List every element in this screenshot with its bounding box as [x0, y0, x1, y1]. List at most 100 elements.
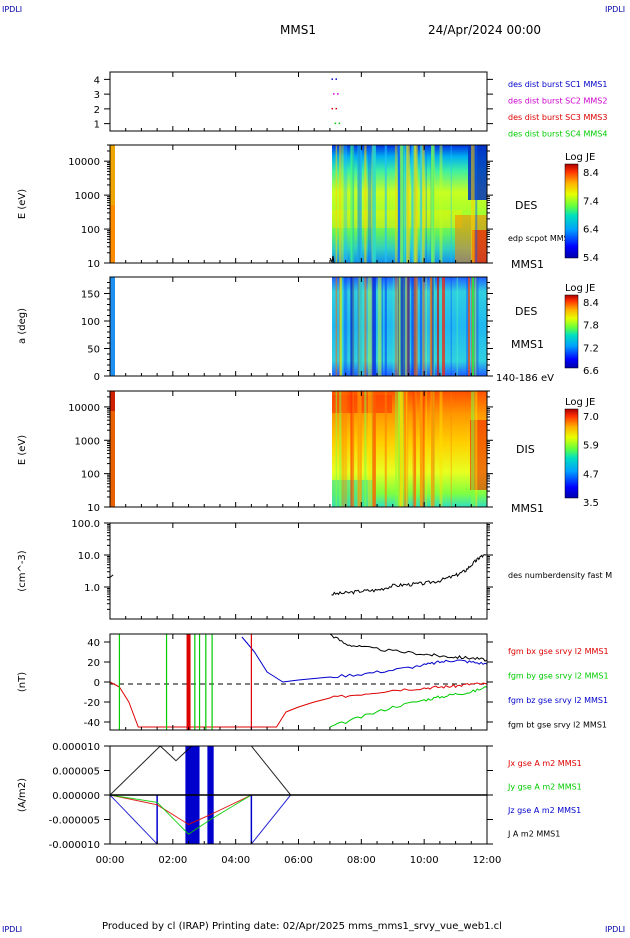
- burst-y-tick-label: 2: [94, 105, 100, 116]
- x-tick-label: 00:00: [96, 855, 125, 866]
- bfield-series-line: [241, 636, 487, 683]
- des-pitch-colorbar: Log JE 8.4 7.8 7.2 6.6: [564, 283, 599, 377]
- panel-des-energy: 10 100 1000 10000 E (eV) DES edp scpot MMS1…: [17, 144, 599, 271]
- colorbar-tick-label: 5.9: [583, 441, 599, 452]
- density-line-early: [110, 574, 114, 578]
- current-y-tick-label: -0.000010: [49, 840, 100, 851]
- des-energy-ylabel: E (eV): [17, 189, 28, 219]
- dis-energy-colorbar: Log JE 7.0 5.9 4.7 3.5: [564, 397, 599, 509]
- current-y-tick-label: 0.000000: [52, 791, 100, 802]
- bfield-legend: fgm bx gse srvy l2 MMS1 fgm by gse srvy l…: [508, 647, 609, 730]
- bfield-legend-item: fgm bt gse srvy l2 MMS1: [508, 721, 607, 730]
- current-y-tick-label: 0.000010: [52, 742, 100, 753]
- panel-des-pitch: 0 50 100 150 a (deg) DES MMS1 140-186 eV Lo…: [17, 276, 599, 384]
- footer-text: Produced by cl (IRAP) Printing date: 02/…: [102, 921, 502, 932]
- dis-energy-y-tick-label: 1000: [75, 436, 100, 447]
- current-series-line: [110, 794, 487, 825]
- x-tick-label: 04:00: [221, 855, 250, 866]
- bfield-legend-item: fgm by gse srvy l2 MMS1: [508, 672, 609, 681]
- header-spacecraft: MMS1: [280, 23, 316, 37]
- des-pitch-y-tick-label: 0: [94, 372, 100, 383]
- density-y-tick-label: 100.0: [71, 519, 100, 530]
- bfield-y-tick-label: 0: [94, 678, 100, 689]
- burst-legend-item: des dist burst SC3 MMS3: [508, 113, 607, 122]
- burst-mark: [335, 78, 337, 80]
- density-y-tick-label: 1.0: [84, 583, 100, 594]
- bfield-y-tick-label: 20: [87, 658, 100, 669]
- colorbar-tick-label: 3.5: [583, 498, 599, 509]
- des-pitch-cbar-title: Log JE: [565, 283, 595, 294]
- bfield-series-line: [329, 634, 487, 662]
- burst-y-tick-label: 1: [94, 120, 100, 131]
- colorbar-tick-label: 5.4: [583, 253, 599, 264]
- current-y-tick-label: -0.000005: [49, 816, 100, 827]
- des-pitch-range-label: 140-186 eV: [496, 373, 554, 384]
- dis-energy-y-tick-label: 10: [87, 503, 100, 514]
- des-energy-y-ticks: 10 100 1000 10000: [68, 144, 493, 270]
- burst-legend: des dist burst SC1 MMS1 des dist burst SC…: [508, 80, 607, 139]
- density-y-ticks: 1.0 10.0 100.0: [71, 519, 493, 610]
- burst-mark: [331, 78, 333, 80]
- density-legend: des numberdensity fast M: [508, 571, 612, 580]
- burst-legend-item: des dist burst SC2 MMS2: [508, 97, 607, 106]
- bfield-legend-item: fgm bx gse srvy l2 MMS1: [508, 647, 609, 656]
- dis-energy-label: DIS: [516, 443, 535, 456]
- x-axis: 00:00 02:00 04:00 06:00 08:00 10:00 12:00: [96, 72, 501, 866]
- burst-marks: [331, 78, 341, 125]
- des-pitch-y-tick-label: 150: [81, 290, 100, 301]
- x-tick-label: 10:00: [410, 855, 439, 866]
- current-y-ticks: 0.000010 0.000005 0.000000 -0.000005 -0.0000…: [49, 742, 493, 851]
- des-energy-label: DES: [515, 199, 537, 212]
- current-series-line: [110, 794, 487, 835]
- burst-y-tick-label: 3: [94, 90, 100, 101]
- des-pitch-label: DES: [515, 305, 537, 318]
- panel-dis-energy: 10 100 1000 10000 E (eV) DIS MMS1 Log JE 7.…: [17, 390, 599, 515]
- current-y-tick-label: 0.000005: [52, 767, 100, 778]
- des-energy-y-tick-label: 1000: [75, 191, 100, 202]
- bfield-series-line: [110, 681, 487, 728]
- colorbar-tick-label: 4.7: [583, 469, 599, 480]
- des-pitch-ylabel: a (deg): [17, 308, 28, 344]
- dis-energy-y-tick-label: 10000: [68, 403, 100, 414]
- des-energy-y-tick-label: 10000: [68, 157, 100, 168]
- des-pitch-y-ticks: 0 50 100 150: [81, 282, 493, 383]
- burst-mark: [338, 122, 341, 125]
- des-pitch-y-tick-label: 50: [87, 345, 100, 356]
- des-energy-cbar-title: Log JE: [565, 152, 595, 163]
- density-ylabel: (cm^-3): [17, 550, 28, 591]
- current-series-line: [110, 794, 487, 844]
- corner-label-tl: IPDLI: [2, 5, 22, 14]
- header-datetime: 24/Apr/2024 00:00: [428, 23, 541, 37]
- burst-mark: [334, 122, 337, 125]
- current-legend-item: Jy gse A m2 MMS1: [507, 783, 582, 792]
- des-energy-y-tick-label: 10: [87, 259, 100, 270]
- dis-energy-ylabel: E (eV): [17, 435, 28, 465]
- dis-energy-left-strip: [110, 391, 115, 507]
- current-legend-item: Jx gse A m2 MMS1: [507, 759, 582, 768]
- colorbar-tick-label: 8.4: [583, 298, 599, 309]
- x-tick-label: 08:00: [347, 855, 376, 866]
- des-energy-sc-label: MMS1: [511, 258, 544, 271]
- des-energy-colorbar: Log JE 8.4 7.4 6.4 5.4: [564, 152, 599, 264]
- burst-mark: [331, 107, 333, 110]
- des-pitch-left-strip: [110, 277, 115, 376]
- panel-current: 0.000010 0.000005 0.000000 -0.000005 -0.0000…: [17, 742, 582, 851]
- des-energy-y-tick-label: 100: [81, 225, 100, 236]
- dis-energy-cbar-title: Log JE: [565, 397, 595, 408]
- panel-density-frame: [109, 522, 488, 620]
- colorbar-tick-label: 6.4: [583, 225, 599, 236]
- current-legend-item: Jz gse A m2 MMS1: [507, 806, 581, 815]
- current-series-line: [110, 746, 487, 796]
- density-y-tick-label: 10.0: [78, 551, 100, 562]
- colorbar-tick-label: 6.6: [583, 366, 599, 377]
- bfield-series-line: [329, 686, 487, 728]
- corner-label-bl: IPDLI: [2, 925, 22, 934]
- corner-label-br: IPDLI: [605, 925, 625, 934]
- bfield-y-tick-label: -40: [84, 718, 100, 729]
- dis-energy-sc-label: MMS1: [511, 502, 544, 515]
- colorbar-tick-label: 8.4: [583, 168, 599, 179]
- des-pitch-sc-label: MMS1: [511, 338, 544, 351]
- burst-mark: [337, 93, 339, 95]
- bfield-ylabel: (nT): [17, 672, 28, 692]
